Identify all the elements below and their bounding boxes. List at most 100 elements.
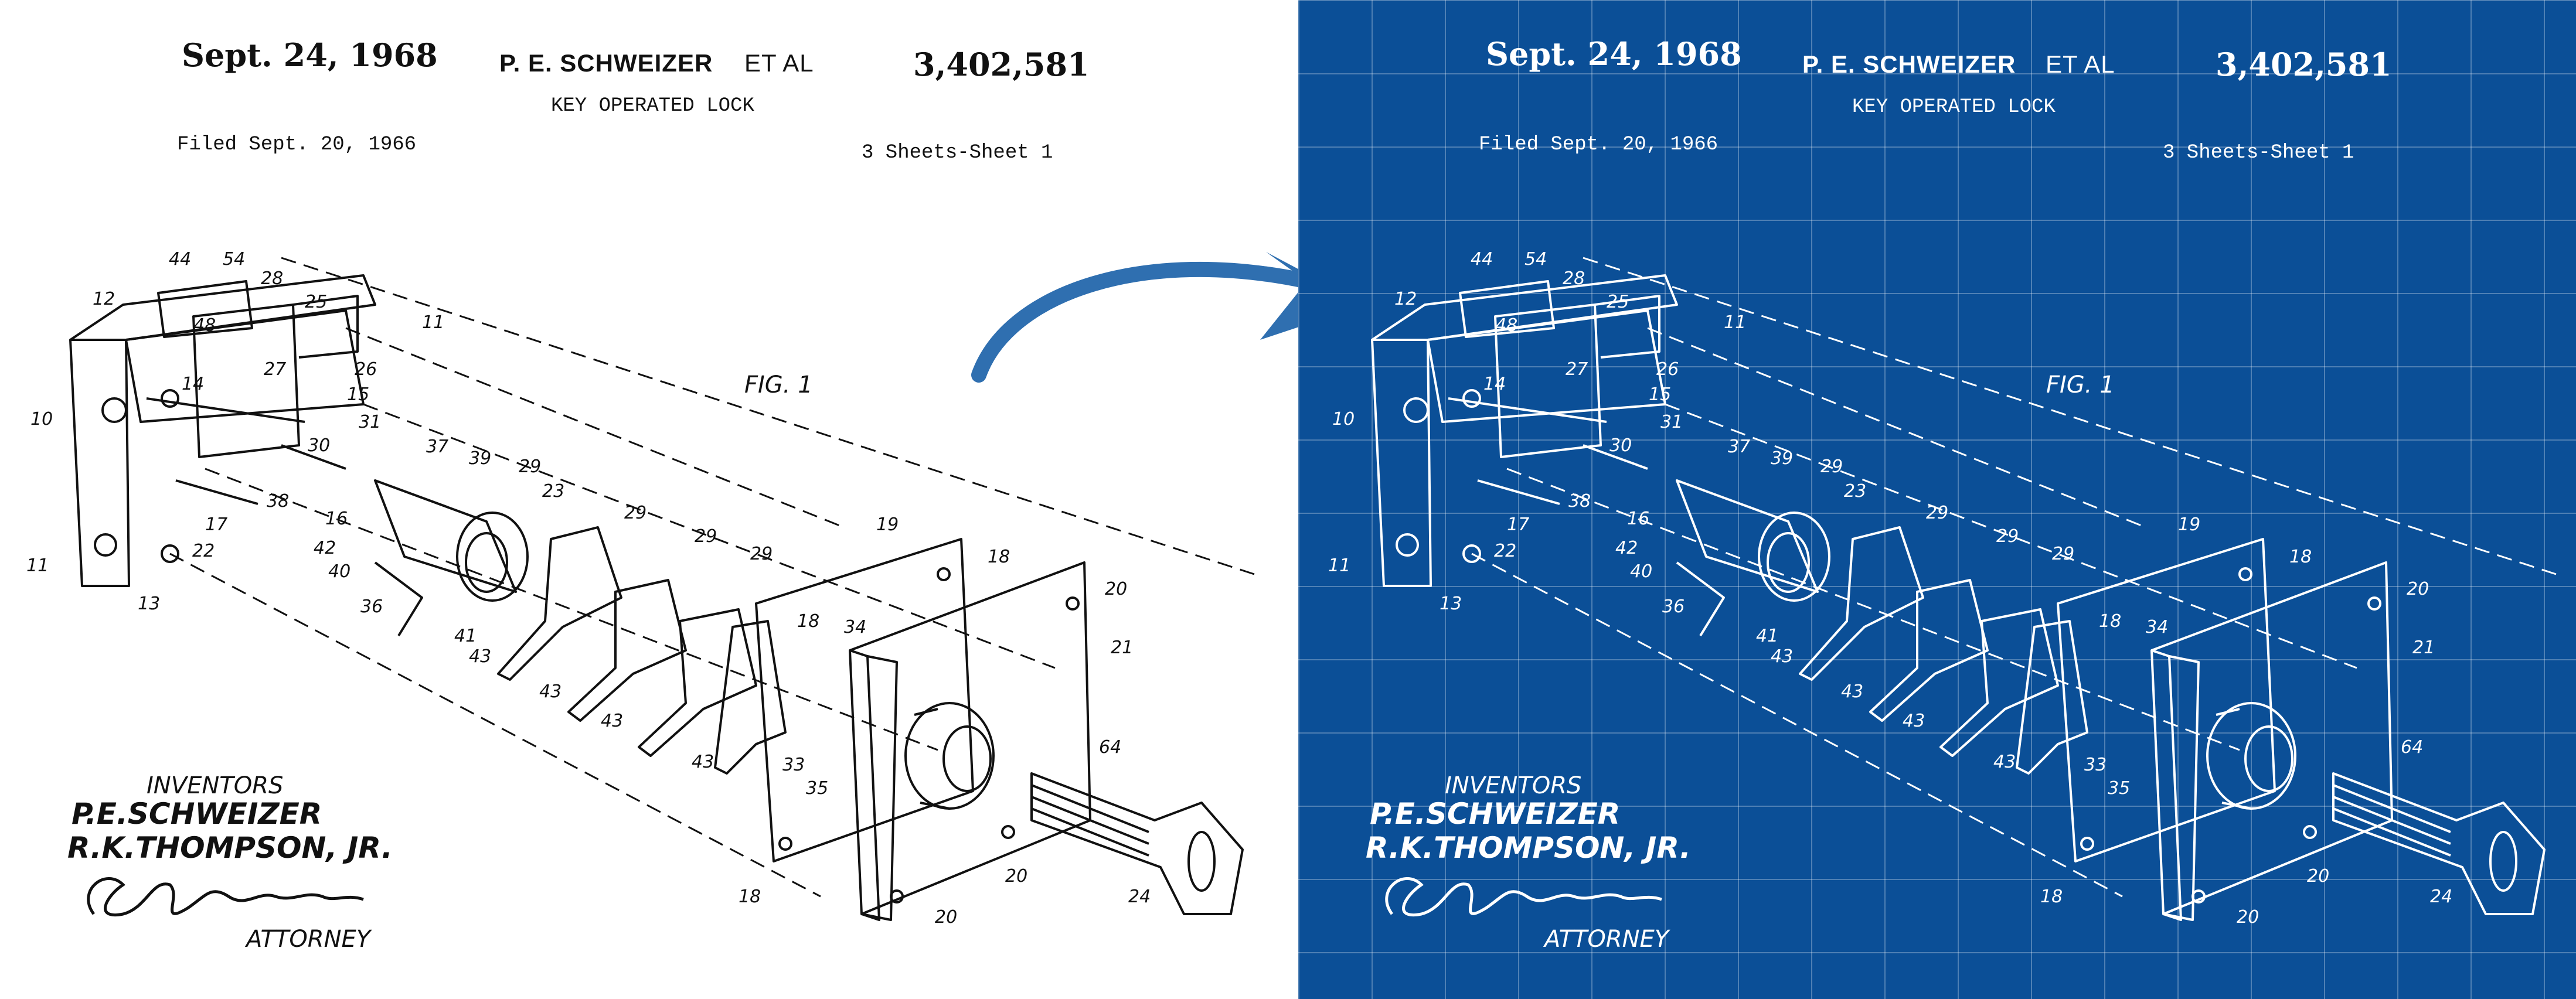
svg-text:44: 44	[1471, 249, 1493, 270]
svg-text:20: 20	[2407, 579, 2429, 599]
svg-text:12: 12	[93, 289, 115, 309]
svg-text:39: 39	[469, 448, 491, 469]
svg-text:10: 10	[1332, 409, 1355, 429]
svg-text:11: 11	[1724, 312, 1746, 333]
inventors-heading-blueprint: INVENTORS	[1445, 772, 1582, 799]
svg-text:20: 20	[1105, 579, 1127, 599]
svg-text:18: 18	[797, 611, 819, 632]
svg-text:10: 10	[30, 409, 53, 429]
svg-text:18: 18	[2040, 887, 2063, 907]
inventor-2-blueprint: R.K.THOMPSON, JR.	[1366, 831, 1691, 865]
patent-filed-date: Filed Sept. 20, 1966	[177, 134, 417, 156]
svg-text:11: 11	[422, 312, 444, 333]
svg-text:40: 40	[328, 561, 351, 582]
svg-text:29: 29	[695, 526, 717, 547]
svg-text:22: 22	[1494, 541, 1516, 561]
attorney-signature	[87, 877, 364, 916]
patent-title: KEY OPERATED LOCK	[551, 95, 754, 117]
svg-text:38: 38	[267, 491, 289, 512]
svg-text:20: 20	[2307, 866, 2329, 887]
svg-text:29: 29	[1996, 526, 2019, 547]
svg-text:16: 16	[1627, 509, 1649, 529]
svg-text:27: 27	[1566, 359, 1588, 380]
svg-text:54: 54	[223, 249, 245, 270]
svg-text:37: 37	[426, 437, 448, 457]
original-patent-panel: Sept. 24, 1968 P. E. SCHWEIZER ET AL 3,4…	[26, 36, 1255, 953]
svg-text:37: 37	[1728, 437, 1750, 457]
svg-text:38: 38	[1568, 491, 1591, 512]
figure-label-blueprint: FIG. 1	[2046, 371, 2115, 398]
svg-text:42: 42	[1615, 538, 1638, 558]
inventor-2: R.K.THOMPSON, JR.	[67, 831, 393, 865]
svg-text:35: 35	[806, 778, 828, 799]
svg-text:41: 41	[454, 626, 477, 646]
svg-text:30: 30	[1609, 435, 1632, 456]
svg-text:28: 28	[261, 268, 283, 289]
svg-text:27: 27	[264, 359, 286, 380]
svg-text:34: 34	[2146, 617, 2168, 637]
svg-text:43: 43	[692, 752, 714, 772]
svg-text:31: 31	[359, 412, 381, 432]
svg-text:43: 43	[1771, 646, 1793, 667]
svg-text:41: 41	[1756, 626, 1778, 646]
svg-text:30: 30	[308, 435, 330, 456]
svg-text:15: 15	[347, 384, 369, 405]
svg-text:11: 11	[1328, 555, 1350, 576]
svg-text:48: 48	[1495, 315, 1517, 336]
patent-et-al: ET AL	[744, 49, 814, 77]
attorney-label-blueprint: ATTORNEY	[1544, 926, 1669, 953]
svg-text:18: 18	[2099, 611, 2121, 632]
svg-text:20: 20	[2237, 907, 2259, 928]
patent-number: 3,402,581	[913, 46, 1090, 83]
svg-text:26: 26	[355, 359, 377, 380]
svg-text:54: 54	[1524, 249, 1547, 270]
svg-text:17: 17	[1507, 514, 1529, 535]
svg-text:43: 43	[1993, 752, 2016, 772]
svg-text:64: 64	[1099, 737, 1121, 758]
svg-text:43: 43	[601, 711, 623, 731]
attorney-label: ATTORNEY	[246, 926, 371, 953]
svg-text:12: 12	[1394, 289, 1417, 309]
svg-text:42: 42	[314, 538, 336, 558]
svg-text:25: 25	[1607, 292, 1629, 312]
svg-text:25: 25	[305, 292, 327, 312]
inventors-heading: INVENTORS	[147, 772, 284, 799]
svg-text:28: 28	[1563, 268, 1585, 289]
svg-text:20: 20	[935, 907, 957, 928]
svg-text:18: 18	[739, 887, 761, 907]
svg-text:14: 14	[1483, 374, 1506, 394]
inventor-1: P.E.SCHWEIZER	[72, 797, 322, 831]
patent-title-blueprint: KEY OPERATED LOCK	[1852, 96, 2056, 118]
attorney-signature-blueprint	[1385, 877, 1662, 916]
patent-sheets: 3 Sheets-Sheet 1	[862, 142, 1053, 164]
patent-inventor-header-blueprint: P. E. SCHWEIZER	[1802, 50, 2016, 78]
patent-sheets-blueprint: 3 Sheets-Sheet 1	[2163, 142, 2354, 164]
svg-text:43: 43	[1841, 681, 1863, 702]
blueprint-panel: Sept. 24, 1968 P. E. SCHWEIZER ET AL 3,4…	[1298, 0, 2576, 999]
patent-date-blueprint: Sept. 24, 1968	[1486, 35, 1742, 73]
svg-text:18: 18	[988, 547, 1010, 567]
svg-text:64: 64	[2401, 737, 2423, 758]
svg-text:21: 21	[2412, 637, 2435, 658]
svg-text:17: 17	[205, 514, 227, 535]
svg-text:15: 15	[1649, 384, 1671, 405]
svg-text:48: 48	[193, 315, 216, 336]
svg-text:35: 35	[2108, 778, 2130, 799]
patent-filed-date-blueprint: Filed Sept. 20, 1966	[1479, 134, 1719, 156]
svg-text:43: 43	[469, 646, 491, 667]
svg-text:16: 16	[325, 509, 348, 529]
svg-text:33: 33	[782, 755, 805, 775]
svg-text:33: 33	[2084, 755, 2107, 775]
svg-text:40: 40	[1630, 561, 1652, 582]
svg-text:29: 29	[519, 456, 541, 477]
svg-text:29: 29	[1926, 503, 1948, 523]
svg-text:44: 44	[169, 249, 191, 270]
svg-text:18: 18	[2289, 547, 2312, 567]
svg-text:31: 31	[1660, 412, 1683, 432]
svg-text:13: 13	[1440, 594, 1462, 614]
patent-number-blueprint: 3,402,581	[2216, 46, 2392, 83]
svg-text:23: 23	[542, 481, 564, 502]
